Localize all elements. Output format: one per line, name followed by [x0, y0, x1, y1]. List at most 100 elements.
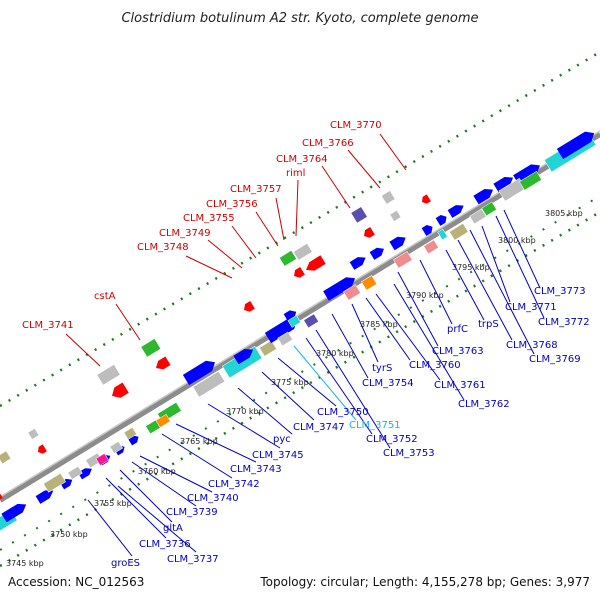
gene-label-clm-3755[interactable]: CLM_3755: [183, 213, 235, 224]
gene-label-clm-3739[interactable]: CLM_3739: [166, 507, 218, 518]
gene-arrow-forward: [369, 247, 384, 260]
gene-label-trps[interactable]: trpS: [478, 319, 499, 330]
gene-label-pyc[interactable]: pyc: [273, 434, 291, 445]
gene-label-clm-3749[interactable]: CLM_3749: [159, 228, 211, 239]
label-leader-line: [305, 337, 373, 435]
gene-label-clm-3740[interactable]: CLM_3740: [187, 493, 239, 504]
gene-label-clm-3772[interactable]: CLM_3772: [538, 317, 590, 328]
gene-label-tyrs[interactable]: tyrS: [372, 363, 392, 374]
label-leader-line: [331, 313, 369, 379]
gene-feature: [264, 318, 298, 344]
topology-label: Topology: circular; Length: 4,155,278 bp…: [260, 575, 590, 589]
gene-label-clm-3757[interactable]: CLM_3757: [230, 184, 282, 195]
gene-label-clm-3752[interactable]: CLM_3752: [366, 434, 418, 445]
label-leader-line: [495, 215, 545, 319]
label-leader-line: [207, 403, 281, 449]
gene-arrow-forward: [447, 205, 464, 218]
gene-label-clm-3743[interactable]: CLM_3743: [230, 464, 282, 475]
gene-feature: [155, 413, 171, 428]
gene-feature: [369, 247, 384, 260]
gene-feature: [306, 255, 326, 271]
gene-label-clm-3771[interactable]: CLM_3771: [505, 302, 557, 313]
gene-block: [469, 208, 487, 225]
gene-arrow-forward: [556, 131, 595, 160]
gene-label-prfc[interactable]: prfC: [447, 324, 468, 335]
gene-label-clm-3745[interactable]: CLM_3745: [252, 450, 304, 461]
gene-block: [287, 315, 301, 328]
gene-feature: [283, 310, 297, 322]
gene-feature: [67, 465, 83, 480]
gene-feature: [393, 251, 413, 269]
gene-label-clm-3756[interactable]: CLM_3756: [206, 199, 258, 210]
scale-tick-label: 3745 kbp: [6, 559, 44, 568]
gene-feature: [109, 441, 123, 454]
gene-label-clm-3761[interactable]: CLM_3761: [434, 380, 486, 391]
gene-feature: [361, 275, 378, 291]
gene-block: [259, 340, 277, 357]
label-leader-line: [419, 259, 453, 325]
gene-label-clm-3764[interactable]: CLM_3764: [276, 154, 328, 165]
gene-feature: [35, 490, 54, 504]
label-leader-line: [321, 165, 351, 209]
scale-ticks: 3745 kbp 3750 kbp 3755 kbp 3760 kbp 3765 kbp…: [6, 209, 583, 568]
gene-arrow-forward: [323, 277, 356, 301]
gene-block: [449, 223, 469, 241]
gene-label-riml[interactable]: riml: [286, 168, 305, 179]
gene-arrow-reverse: [294, 266, 305, 278]
reverse-strand-labels: groES CLM_3737 CLM_3736 gltA CLM_3739 CL…: [111, 286, 590, 569]
label-leader-line: [295, 179, 299, 237]
gene-feature: [422, 194, 431, 204]
gene-block: [279, 250, 297, 267]
gene-label-clm-3768[interactable]: CLM_3768: [506, 340, 558, 351]
scale-tick-label: 3790 kbp: [406, 291, 444, 300]
gene-feature: [123, 427, 137, 440]
gene-block: [277, 331, 293, 347]
gene-label-clm-3751[interactable]: CLM_3751: [349, 420, 401, 431]
gene-feature: [38, 444, 47, 454]
gene-feature: [350, 206, 368, 224]
gene-arrow-forward: [349, 257, 366, 270]
gene-label-clm-3766[interactable]: CLM_3766: [302, 138, 354, 149]
gene-block: [67, 465, 83, 480]
gene-label-clm-3762[interactable]: CLM_3762: [458, 399, 510, 410]
gene-label-clm-3741[interactable]: CLM_3741: [22, 320, 74, 331]
gene-label-clm-3769[interactable]: CLM_3769: [529, 354, 581, 365]
gene-feature: [192, 370, 226, 398]
gene-label-clm-3742[interactable]: CLM_3742: [208, 479, 260, 490]
label-leader-line: [481, 225, 511, 303]
gene-label-clm-3773[interactable]: CLM_3773: [534, 286, 586, 297]
gene-feature: [279, 250, 297, 267]
gene-label-clm-3763[interactable]: CLM_3763: [432, 346, 484, 357]
label-leader-line: [351, 303, 379, 363]
gene-arrow-forward: [77, 468, 92, 480]
gene-label-clm-3750[interactable]: CLM_3750: [317, 407, 369, 418]
gene-label-groes[interactable]: groES: [111, 558, 140, 569]
label-leader-line: [139, 455, 213, 493]
label-leader-line: [87, 499, 133, 557]
gene-label-clm-3748[interactable]: CLM_3748: [137, 242, 189, 253]
label-leader-line: [231, 225, 257, 259]
gene-label-clm-3753[interactable]: CLM_3753: [383, 448, 435, 459]
gene-arrow-reverse: [244, 300, 255, 312]
map-title: Clostridium botulinum A2 str. Kyoto, com…: [121, 11, 478, 26]
gene-feature: [259, 340, 277, 357]
label-leader-line: [469, 229, 535, 355]
gene-label-glta[interactable]: gltA: [163, 523, 183, 534]
gene-label-clm-3770[interactable]: CLM_3770: [330, 120, 382, 131]
gene-label-clm-3737[interactable]: CLM_3737: [167, 554, 219, 565]
gene-arrow-reverse: [112, 382, 129, 398]
gene-label-clm-3736[interactable]: CLM_3736: [139, 539, 191, 550]
gene-block: [303, 313, 319, 329]
gene-feature: [381, 190, 396, 205]
gene-label-clm-3754[interactable]: CLM_3754: [362, 378, 414, 389]
gene-block: [437, 228, 448, 241]
gene-label-clm-3760[interactable]: CLM_3760: [409, 360, 461, 371]
gene-arrow-reverse: [156, 356, 171, 370]
gene-label-clm-3747[interactable]: CLM_3747: [293, 422, 345, 433]
gene-feature: [349, 257, 366, 270]
gene-feature: [244, 300, 255, 312]
scale-tick-label: 3750 kbp: [50, 530, 88, 539]
gene-label-csta[interactable]: cstA: [94, 291, 116, 302]
scale-tick-label: 3785 kbp: [360, 320, 398, 329]
